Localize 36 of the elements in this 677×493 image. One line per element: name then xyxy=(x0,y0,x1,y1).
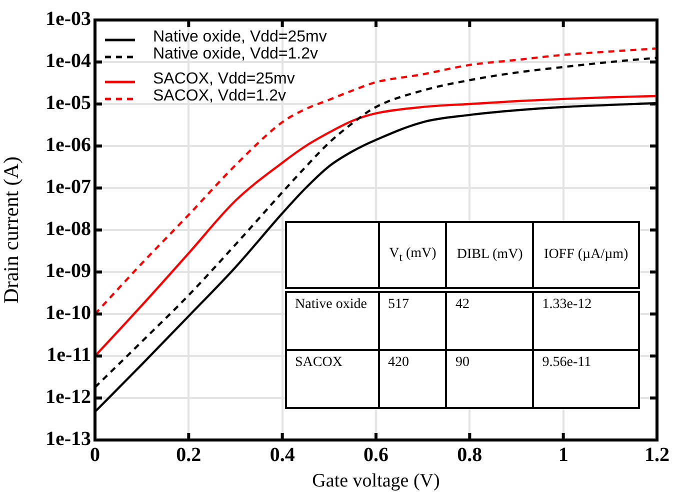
line-series xyxy=(95,47,657,316)
x-tick-label: 0.2 xyxy=(176,444,202,466)
annotation: V$_{t}$ (mV) xyxy=(379,222,446,290)
y-tick-label: 1e-10 xyxy=(45,302,91,324)
annotation: 42 xyxy=(446,290,534,350)
x-tick-label: 0 xyxy=(90,444,100,466)
y-tick-label: 1e-08 xyxy=(45,218,91,240)
annotation: 517 xyxy=(379,290,446,350)
annotation: 420 xyxy=(379,350,446,408)
x-tick-label: 1.2 xyxy=(644,444,670,466)
y-tick-label: 1e-07 xyxy=(45,176,91,198)
x-axis-title: Gate voltage (V) xyxy=(312,470,440,492)
annotation: 9.56e-11 xyxy=(533,350,639,408)
y-tick-label: 1e-04 xyxy=(45,50,91,72)
x-tick-label: 0.8 xyxy=(457,444,482,466)
annotation: SACOX xyxy=(286,350,379,408)
x-tick-label: 0.6 xyxy=(364,444,388,466)
y-tick-label: 1e-06 xyxy=(45,134,91,156)
annotation: 90 xyxy=(446,350,534,408)
y-tick-label: 1e-13 xyxy=(45,428,91,450)
annotation: DIBL (mV) xyxy=(446,222,534,290)
annotation: Native oxide xyxy=(286,290,379,350)
x-tick-label: 0.4 xyxy=(270,444,295,466)
annotation: 1.33e-12 xyxy=(533,290,639,350)
y-axis-title: Drain current (A) xyxy=(0,156,24,304)
legend-label: Native oxide, Vdd=1.2v xyxy=(153,45,318,62)
legend-label: Native oxide, Vdd=25mv xyxy=(153,28,327,46)
y-tick-label: 1e-11 xyxy=(46,344,91,366)
y-tick-label: 1e-05 xyxy=(45,92,91,114)
y-tick-label: 1e-12 xyxy=(45,386,91,408)
x-tick-label: 1 xyxy=(558,444,568,466)
y-tick-label: 1e-03 xyxy=(45,8,91,30)
legend-label: SACOX, Vdd=25mv xyxy=(153,70,295,88)
annotation: IOFF (µA/µm) xyxy=(533,222,639,290)
y-tick-label: 1e-09 xyxy=(45,260,91,282)
legend-label: SACOX, Vdd=1.2v xyxy=(153,87,286,104)
